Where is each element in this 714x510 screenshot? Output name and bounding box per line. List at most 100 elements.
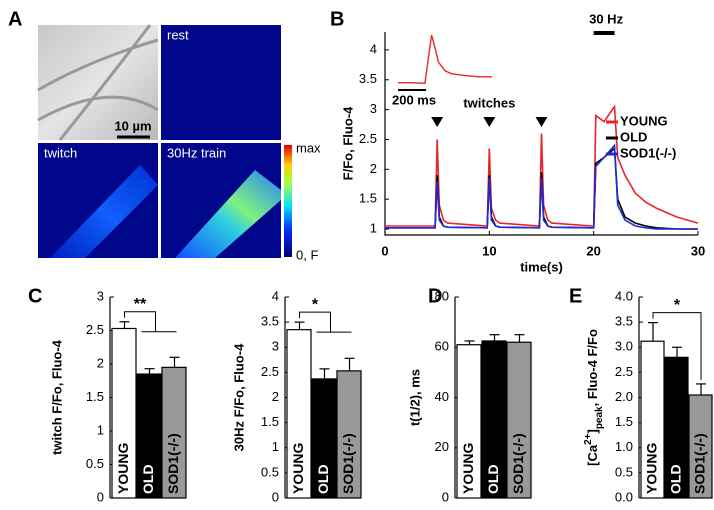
stimulus-marker: [431, 117, 444, 127]
image-label: rest: [167, 27, 189, 42]
y-tick-label: 1.5: [615, 414, 633, 429]
category-label: YOUNG: [115, 443, 131, 494]
y-tick-label: 4: [370, 41, 377, 56]
bar: [161, 366, 187, 499]
y-tick-label: 0: [97, 489, 104, 504]
panel-label: D: [428, 285, 442, 307]
image-texture: [37, 24, 159, 141]
y-tick-label: 0.5: [86, 456, 104, 471]
panel-label: E: [569, 285, 582, 307]
bar: [311, 378, 337, 499]
colorbar-label: max: [296, 140, 321, 155]
y-tick-label: 3.5: [261, 314, 279, 329]
inset-line: [398, 34, 492, 85]
series-line: [385, 104, 699, 227]
scale-bar-label: 10 µm: [114, 118, 151, 133]
significance: **: [134, 296, 147, 313]
y-axis-label: [Ca2+]peak, Fluo-4 F/Fo: [583, 329, 605, 466]
y-tick-label: 80: [435, 288, 449, 303]
y-tick-label: 1.5: [86, 389, 104, 404]
bar: [506, 341, 532, 499]
significance-bracket: [299, 311, 352, 333]
category-label: SOD1(-/-): [510, 433, 526, 494]
series-line: [385, 143, 698, 230]
significance-bracket: [124, 311, 177, 333]
annotation: twitches: [463, 95, 515, 110]
legend-label: SOD1(-/-): [620, 145, 676, 160]
image-label: twitch: [44, 145, 77, 160]
y-tick-label: 3.5: [359, 71, 377, 86]
brightfield-image: [38, 25, 158, 140]
y-tick-label: 1.0: [615, 439, 633, 454]
y-tick-label: 2.0: [615, 389, 633, 404]
bar: [640, 340, 665, 499]
y-tick-label: 3.0: [615, 339, 633, 354]
y-tick-label: 0: [442, 489, 449, 504]
y-axis-label-part: peak: [594, 406, 605, 429]
x-tick-label: 0: [381, 243, 388, 258]
legend-label: OLD: [620, 129, 647, 144]
significance-bracket: [652, 312, 702, 380]
x-axis-label: time(s): [520, 259, 563, 274]
y-tick-label: 1.5: [261, 414, 279, 429]
bar: [111, 327, 137, 499]
significance: *: [312, 296, 319, 313]
y-tick-label: 2: [272, 389, 279, 404]
y-tick-label: 2.5: [86, 322, 104, 337]
y-tick-label: 20: [435, 439, 449, 454]
panel-label: A: [8, 8, 22, 30]
category-label: YOUNG: [460, 443, 476, 494]
y-tick-label: 1: [370, 220, 377, 235]
x-tick-label: 10: [482, 243, 496, 258]
panel-label: B: [330, 8, 344, 30]
bar: [481, 340, 507, 499]
y-axis-label-part: [Ca: [585, 444, 600, 466]
category-label: SOD1(-/-): [340, 433, 356, 494]
category-label: OLD: [315, 464, 331, 494]
bar: [688, 394, 713, 499]
colorbar-label: 0, F: [296, 247, 318, 262]
y-tick-label: 0.0: [615, 489, 633, 504]
category-label: YOUNG: [290, 443, 306, 494]
image-label: 30Hz train: [167, 145, 226, 160]
cell-signal: [175, 170, 281, 258]
y-tick-label: 2: [370, 161, 377, 176]
bar: [456, 344, 482, 499]
y-axis-label: twitch F/Fo, Fluo-4: [49, 339, 64, 455]
y-tick-label: 0.5: [261, 464, 279, 479]
y-tick-label: 0: [272, 489, 279, 504]
y-tick-label: 3: [370, 101, 377, 116]
category-label: OLD: [668, 464, 684, 494]
y-tick-label: 1: [97, 422, 104, 437]
y-tick-label: 1.5: [359, 191, 377, 206]
stimulus-marker: [483, 117, 496, 127]
category-label: SOD1(-/-): [165, 433, 181, 494]
stimulus-marker: [535, 117, 548, 127]
y-axis-label: t(1/2), ms: [407, 369, 422, 426]
cell-signal: [50, 165, 158, 258]
y-tick-label: 2: [97, 355, 104, 370]
y-axis-label-part: 2+: [583, 433, 594, 445]
bar: [336, 370, 362, 499]
y-axis-label: F/Fo, Fluo-4: [340, 106, 355, 180]
y-tick-label: 1: [272, 439, 279, 454]
category-label: YOUNG: [644, 443, 660, 494]
annotation: 30 Hz: [589, 11, 623, 26]
y-axis-label-part: ]: [585, 429, 600, 433]
bar: [136, 373, 162, 499]
y-tick-label: 40: [435, 389, 449, 404]
significance: *: [674, 297, 681, 314]
y-axis-label: 30Hz F/Fo, Fluo-4: [231, 343, 246, 451]
y-tick-label: 4.0: [615, 288, 633, 303]
bar: [286, 329, 312, 499]
inset-scale-label: 200 ms: [392, 92, 436, 107]
y-tick-label: 60: [435, 339, 449, 354]
bar: [664, 356, 689, 499]
rest-image: [161, 25, 281, 140]
x-tick-label: 20: [586, 243, 600, 258]
y-axis-label-part: , Fluo-4 F/Fo: [585, 329, 600, 406]
y-tick-label: 4: [272, 288, 279, 303]
y-tick-label: 3: [97, 288, 104, 303]
y-tick-label: 2.5: [261, 364, 279, 379]
